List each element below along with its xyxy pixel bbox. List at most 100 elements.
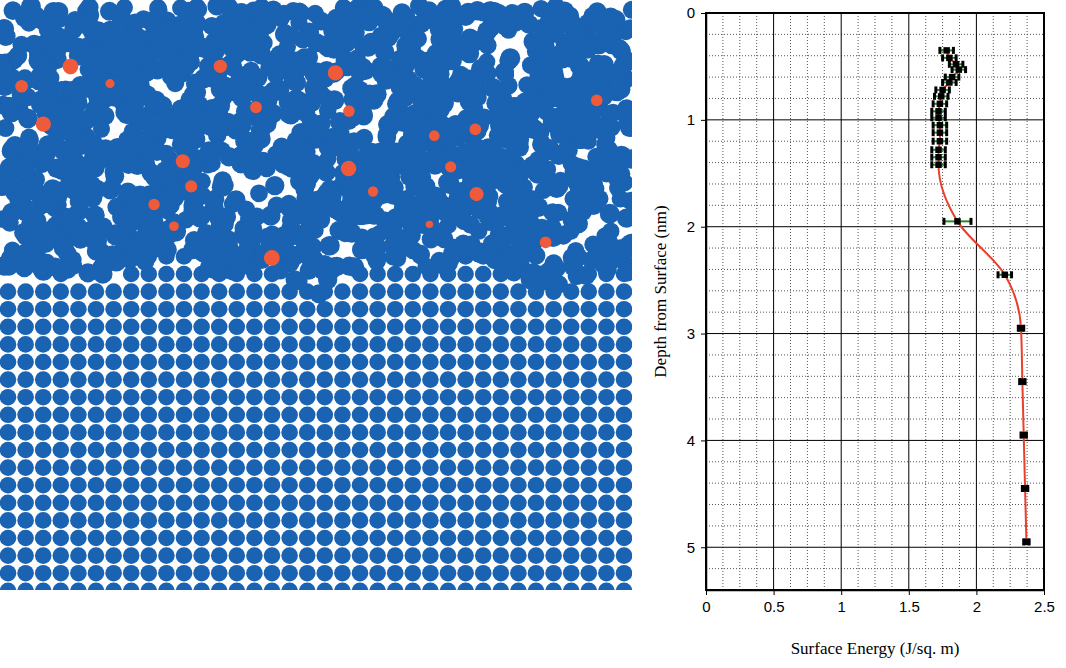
atom [563, 354, 580, 371]
atom [53, 547, 70, 564]
atom [70, 477, 87, 494]
atom [0, 371, 16, 388]
atom [176, 319, 193, 336]
atom [264, 319, 281, 336]
atom [545, 319, 562, 336]
atom [528, 583, 545, 591]
atom [105, 459, 122, 476]
atom [158, 459, 175, 476]
atom [299, 530, 316, 547]
atom [299, 512, 316, 529]
atom [246, 407, 263, 424]
atom [88, 319, 105, 336]
atom [17, 389, 34, 406]
atom [211, 336, 228, 353]
atom [457, 512, 474, 529]
atom [0, 495, 16, 512]
atom [0, 442, 16, 459]
atom [352, 583, 369, 591]
atom [88, 459, 105, 476]
atom [281, 389, 298, 406]
atom [193, 283, 210, 300]
atom [193, 547, 210, 564]
atom [264, 495, 281, 512]
atom [211, 583, 228, 591]
atom [616, 530, 632, 547]
atom [475, 407, 492, 424]
atom [70, 442, 87, 459]
atom [545, 477, 562, 494]
atom [616, 407, 632, 424]
atom [264, 459, 281, 476]
atom [581, 459, 598, 476]
atom [53, 512, 70, 529]
atom [88, 583, 105, 591]
atom [616, 583, 632, 591]
atom [422, 459, 439, 476]
atom [440, 336, 457, 353]
atom [176, 389, 193, 406]
atom [281, 583, 298, 591]
atom [0, 283, 16, 300]
atom [493, 495, 510, 512]
atom [545, 442, 562, 459]
atom [141, 319, 158, 336]
atom [35, 301, 52, 318]
atom [17, 530, 34, 547]
atom [298, 207, 318, 227]
atom [510, 442, 527, 459]
atom [0, 477, 16, 494]
atom [0, 530, 16, 547]
atom [35, 389, 52, 406]
atom [158, 301, 175, 318]
atom [141, 301, 158, 318]
atom [493, 283, 510, 300]
atom [457, 547, 474, 564]
atom [281, 354, 298, 371]
atom [229, 583, 246, 591]
atom [440, 477, 457, 494]
atom [229, 319, 246, 336]
atom [53, 283, 70, 300]
atom [141, 477, 158, 494]
atom [53, 424, 70, 441]
atom [598, 389, 615, 406]
atom [193, 442, 210, 459]
atom [105, 495, 122, 512]
atom [17, 301, 34, 318]
atom [317, 354, 334, 371]
atom [105, 319, 122, 336]
atom [123, 283, 140, 300]
atom [141, 407, 158, 424]
atom [369, 477, 386, 494]
atom [369, 495, 386, 512]
atom [17, 371, 34, 388]
atom [158, 565, 175, 582]
atom [158, 283, 175, 300]
atom [581, 354, 598, 371]
atom [268, 196, 286, 214]
atom [475, 495, 492, 512]
atom [581, 283, 598, 300]
atom [493, 336, 510, 353]
atom [532, 165, 551, 184]
atom [563, 336, 580, 353]
atom [123, 530, 140, 547]
atom [35, 547, 52, 564]
atom [528, 424, 545, 441]
atom [475, 512, 492, 529]
atom [17, 477, 34, 494]
atom [123, 336, 140, 353]
atom [246, 477, 263, 494]
atom [88, 530, 105, 547]
atom [264, 530, 281, 547]
atom [193, 319, 210, 336]
atom [493, 530, 510, 547]
atom [493, 583, 510, 591]
atom [545, 371, 562, 388]
atom [88, 495, 105, 512]
atom [21, 0, 41, 16]
atom [563, 319, 580, 336]
atom [17, 583, 34, 591]
atom [229, 512, 246, 529]
